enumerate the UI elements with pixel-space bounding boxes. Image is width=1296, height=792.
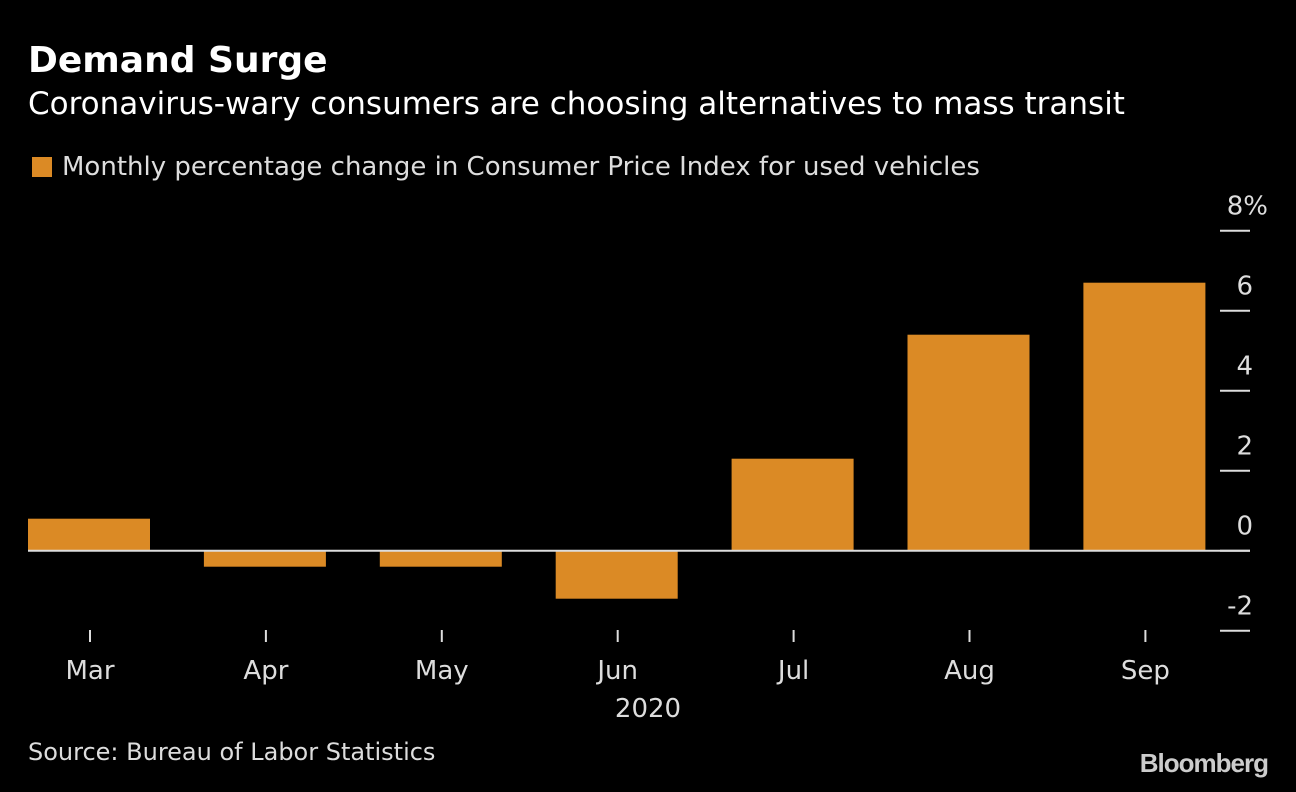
x-tick-label: Sep — [1121, 656, 1170, 686]
x-axis-label: 2020 — [615, 694, 681, 724]
x-tick-label: Mar — [65, 656, 114, 686]
bar-jul — [731, 458, 854, 551]
x-tick-label: May — [415, 656, 469, 686]
legend-label: Monthly percentage change in Consumer Pr… — [62, 152, 980, 182]
x-tick-label: Jun — [595, 656, 638, 686]
legend-swatch — [32, 157, 52, 177]
y-tick-label: 8% — [1227, 192, 1268, 222]
y-tick-label: 2 — [1236, 432, 1253, 462]
chart-subtitle: Coronavirus-wary consumers are choosing … — [28, 86, 1125, 122]
bar-jun — [555, 550, 678, 599]
y-tick-label: 4 — [1236, 352, 1253, 382]
bar-may — [379, 550, 502, 567]
legend: Monthly percentage change in Consumer Pr… — [32, 152, 980, 182]
bar-sep — [1083, 282, 1206, 551]
source-note: Source: Bureau of Labor Statistics — [28, 738, 436, 766]
y-tick-label: 0 — [1236, 512, 1253, 542]
bloomberg-logo: Bloomberg — [1139, 748, 1269, 778]
bar-apr — [203, 550, 326, 567]
x-tick-label: Jul — [776, 656, 809, 686]
chart-title: Demand Surge — [28, 40, 328, 81]
x-tick-label: Apr — [243, 656, 288, 686]
bar-mar — [28, 518, 150, 551]
y-tick-label: 6 — [1236, 272, 1253, 302]
bar-aug — [907, 334, 1030, 551]
x-tick-label: Aug — [944, 656, 995, 686]
y-tick-label: -2 — [1227, 592, 1253, 622]
